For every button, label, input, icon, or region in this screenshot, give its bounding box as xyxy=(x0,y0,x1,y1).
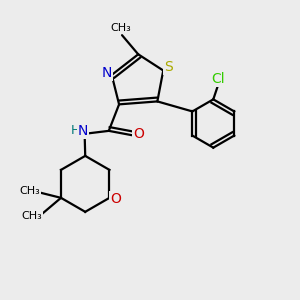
Text: Cl: Cl xyxy=(211,72,224,86)
Text: N: N xyxy=(101,66,112,80)
Text: CH₃: CH₃ xyxy=(21,212,42,221)
Text: O: O xyxy=(110,192,121,206)
Text: N: N xyxy=(78,124,88,138)
Text: CH₃: CH₃ xyxy=(110,23,131,33)
Text: O: O xyxy=(134,127,144,141)
Text: CH₃: CH₃ xyxy=(19,186,40,196)
Text: H: H xyxy=(71,124,80,137)
Text: S: S xyxy=(164,60,173,74)
